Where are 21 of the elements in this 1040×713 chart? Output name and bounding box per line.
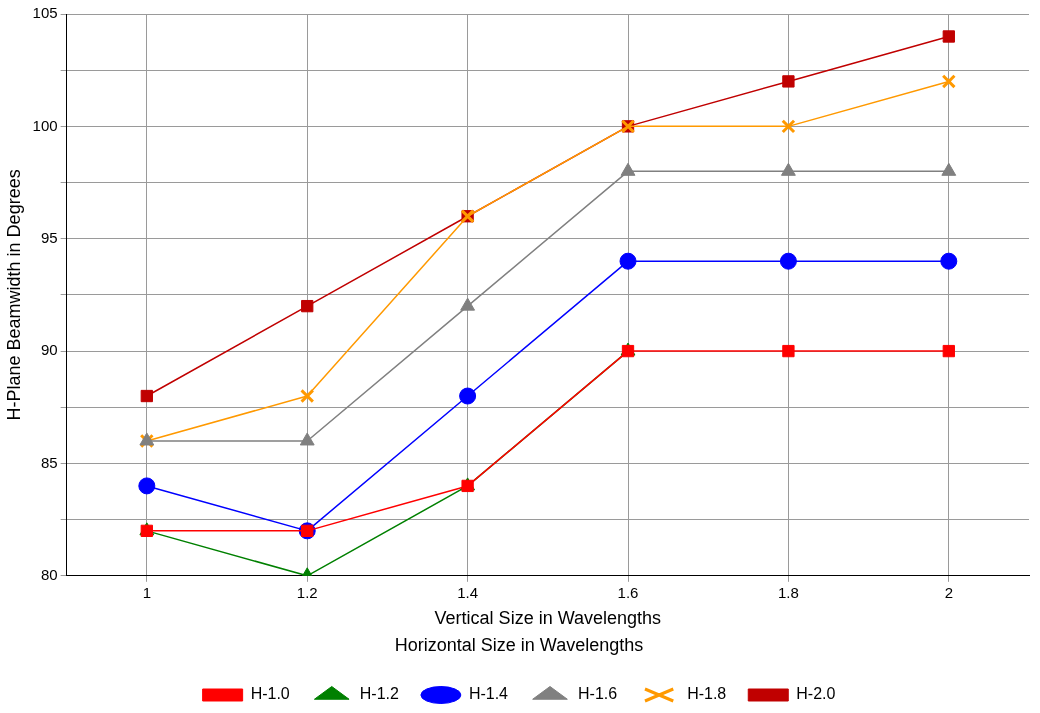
x-tick-label: 1.4	[457, 583, 479, 601]
x-axis-title: Vertical Size in Wavelengths	[434, 607, 662, 628]
legend-label: H-2.0	[796, 685, 836, 703]
x-tick-label: 1.8	[777, 583, 799, 601]
y-tick-label: 85	[40, 453, 58, 471]
y-axis-title: H-Plane Beamwidth in Degrees	[3, 169, 24, 421]
legend-label: H-1.4	[468, 685, 509, 703]
x-tick-label: 2	[944, 583, 953, 601]
x-tick-label: 1	[142, 583, 151, 601]
y-tick-label: 100	[32, 116, 58, 134]
legend-label: H-1.2	[359, 685, 399, 703]
x-tick-label: 1.2	[296, 583, 318, 601]
legend-label: H-1.0	[250, 685, 290, 703]
x-tick-label: 1.6	[617, 583, 639, 601]
legend-title: Horizontal Size in Wavelengths	[394, 635, 644, 656]
y-tick-label: 80	[40, 565, 58, 583]
y-tick-label: 95	[40, 228, 58, 246]
y-tick-label: 105	[32, 4, 58, 22]
y-tick-label: 90	[40, 341, 58, 359]
legend-label: H-1.6	[578, 685, 618, 703]
legend-label: H-1.8	[687, 685, 727, 703]
